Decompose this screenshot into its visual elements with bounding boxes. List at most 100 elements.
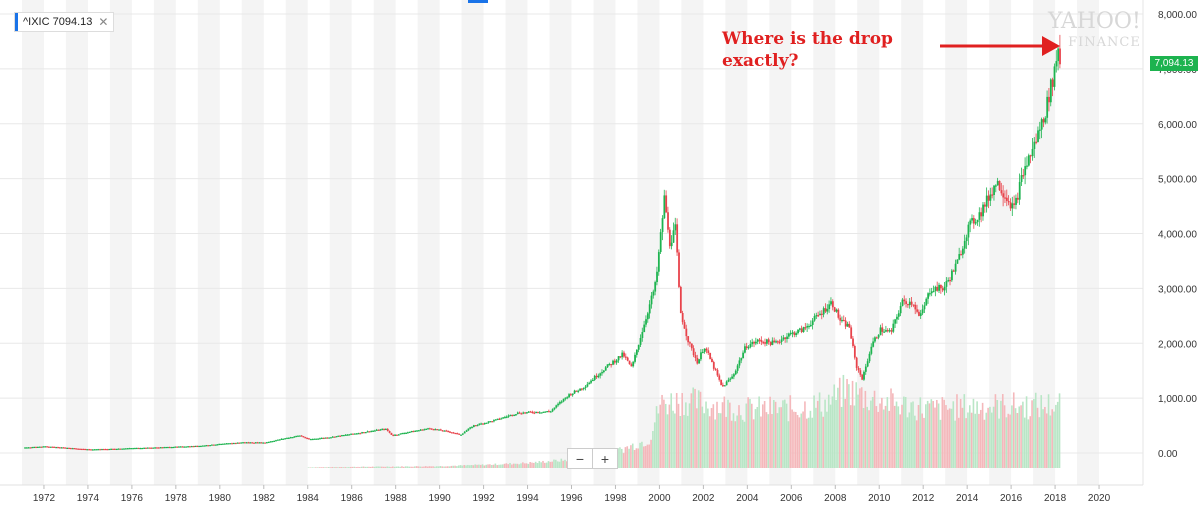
ticker-chip[interactable]: ^IXIC 7094.13 ✕ [14,12,115,32]
volume-bar [917,404,920,468]
candle-body [236,442,239,444]
candle-body [987,195,990,201]
volume-bar [337,467,339,468]
volume-bar [690,393,693,468]
volume-bar [375,466,378,468]
volume-bar [677,403,680,468]
candle-body [304,437,307,439]
candle-body [1046,96,1049,118]
volume-bar [787,421,790,468]
volume-bar [366,466,368,468]
volume-bar [881,397,883,468]
x-tick-label: 1976 [121,493,144,504]
volume-bar [1051,409,1054,468]
candle-body [412,431,415,433]
candle-body [1027,155,1030,166]
volume-bar [1005,417,1008,468]
candle-body [850,327,853,339]
zoom-out-button[interactable]: − [575,450,585,467]
candle-body [1004,197,1006,199]
candle-body [201,445,204,447]
watermark-line-1: YAHOO! [1048,9,1141,34]
x-tick-label: 1988 [385,493,408,504]
candle-body [381,428,384,431]
volume-bar [452,465,455,468]
volume-bar [976,401,978,468]
volume-bar [560,458,563,468]
candle-body [220,443,222,446]
volume-bar [619,447,621,468]
volume-bar [642,446,645,468]
candle-body [112,448,114,450]
candle-body [643,324,646,332]
year-band [373,0,396,485]
volume-bar [459,465,462,468]
volume-bar [954,420,956,468]
candle-body [1024,166,1027,176]
candle-body [789,332,792,335]
candle-body [910,301,913,305]
candle-body [976,219,979,223]
volume-bar [648,444,651,468]
candle-body [742,352,745,359]
candle-body [66,447,69,449]
candle-body [940,284,942,289]
candle-body [167,446,169,449]
candle-body [441,430,444,432]
volume-bar [923,417,925,468]
candle-body [58,447,61,449]
candle-body [405,432,407,435]
candle-body [295,435,298,438]
candle-body [130,448,133,450]
volume-bar [474,464,477,468]
candle-body [694,355,697,358]
candle-body [132,448,135,450]
volume-bar [558,461,561,468]
volume-bar [657,413,660,468]
candle-body [808,325,810,328]
ticker-label: ^IXIC 7094.13 [23,16,93,28]
candle-body [42,446,45,448]
candle-body [185,446,188,448]
candle-body [795,333,798,336]
candle-body [734,370,737,375]
candle-body [522,412,525,414]
candle-body [1000,190,1003,194]
candle-body [150,447,153,449]
candle-body [253,442,255,444]
candle-body [635,349,638,355]
y-tick-label: 6,000.00 [1158,120,1197,131]
volume-bar [362,466,365,468]
candle-body [55,447,58,449]
y-tick-label: 8,000.00 [1158,10,1197,21]
volume-bar [620,448,623,468]
y-tick-label: 3,000.00 [1158,284,1197,295]
candle-body [551,409,554,412]
candle-body [894,319,897,324]
volume-bar [373,466,376,468]
candle-body [665,195,668,213]
candle-body [152,447,155,449]
volume-bar [664,403,667,468]
volume-bar [798,417,801,468]
zoom-in-button[interactable]: + [592,449,617,468]
volume-bar [463,464,466,468]
candle-body [322,437,325,440]
candle-body [751,341,754,345]
close-icon[interactable]: ✕ [98,15,109,29]
candle-body [450,432,453,434]
candle-body [626,357,629,361]
candle-body [661,218,664,233]
candle-body [363,432,365,434]
candle-body [800,328,803,333]
volume-bar [516,463,519,468]
candle-body [875,337,878,339]
candle-body [962,248,964,255]
volume-bar [424,466,427,468]
volume-bar [338,467,341,468]
volume-bar [415,466,418,468]
candle-body [386,428,389,432]
candle-body [148,447,151,449]
candle-body [592,379,594,382]
